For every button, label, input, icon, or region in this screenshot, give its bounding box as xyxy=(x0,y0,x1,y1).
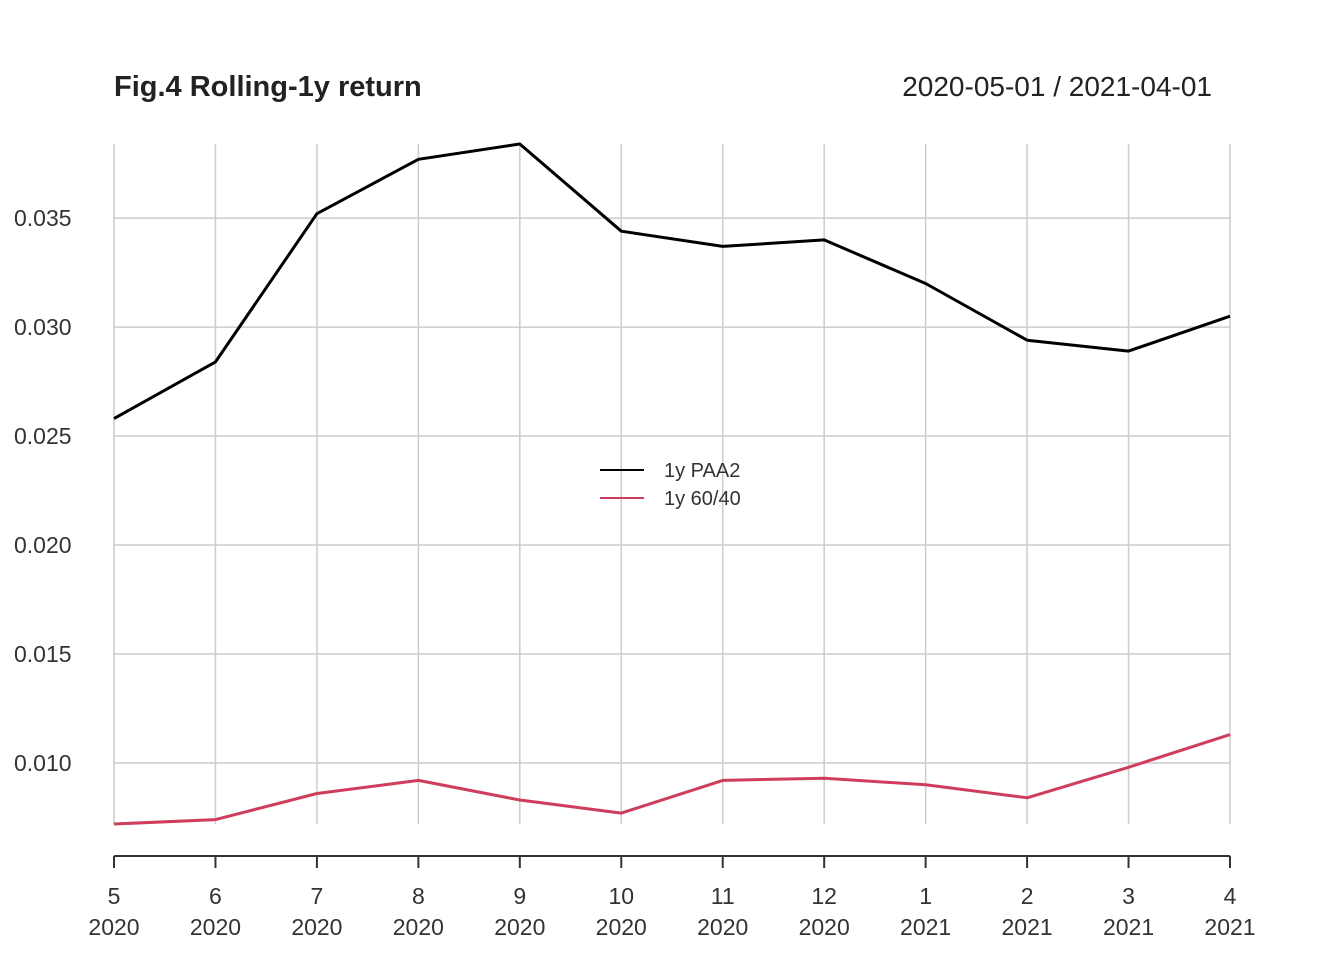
x-tick-label-month: 12 xyxy=(811,883,837,909)
x-tick-label-month: 9 xyxy=(513,883,526,909)
x-tick-label-month: 11 xyxy=(711,883,735,909)
x-tick-label-year: 2020 xyxy=(596,914,647,940)
x-tick-label-year: 2020 xyxy=(393,914,444,940)
x-tick-label-year: 2020 xyxy=(88,914,139,940)
x-tick-label-month: 10 xyxy=(608,883,634,909)
x-tick-label-month: 3 xyxy=(1122,883,1135,909)
x-tick-label-year: 2020 xyxy=(291,914,342,940)
chart-title: Fig.4 Rolling-1y return xyxy=(114,71,422,103)
x-tick-label-month: 4 xyxy=(1224,883,1237,909)
x-tick-label-month: 1 xyxy=(919,883,932,909)
x-tick-label-year: 2020 xyxy=(494,914,545,940)
y-tick-label: 0.035 xyxy=(14,205,72,231)
x-tick-label-year: 2020 xyxy=(697,914,748,940)
grid xyxy=(113,144,1231,824)
x-tick-label-month: 7 xyxy=(311,883,324,909)
x-tick-label-month: 6 xyxy=(209,883,222,909)
x-tick-label-month: 2 xyxy=(1021,883,1034,909)
y-axis: 0.010 0.015 0.020 0.025 0.030 0.035 xyxy=(14,205,72,776)
x-tick-label-month: 8 xyxy=(412,883,425,909)
x-tick-label-year: 2020 xyxy=(799,914,850,940)
y-tick-label: 0.010 xyxy=(14,750,72,776)
series-group xyxy=(113,142,1231,826)
x-tick-label-year: 2021 xyxy=(1204,914,1255,940)
legend: 1y PAA2 1y 60/40 xyxy=(600,460,741,510)
legend-label: 1y 60/40 xyxy=(664,488,741,510)
series-line-paa2 xyxy=(113,142,1231,420)
date-range: 2020-05-01 / 2021-04-01 xyxy=(902,71,1212,102)
y-tick-label: 0.030 xyxy=(14,314,72,340)
x-tick-label-year: 2021 xyxy=(1103,914,1154,940)
y-tick-label: 0.025 xyxy=(14,423,72,449)
y-tick-label: 0.015 xyxy=(14,641,72,667)
x-axis: 5202062020720208202092020102020112020122… xyxy=(88,855,1256,940)
y-tick-label: 0.020 xyxy=(14,532,72,558)
x-tick-label-month: 5 xyxy=(108,883,121,909)
x-tick-label-year: 2020 xyxy=(190,914,241,940)
series-line-60-40 xyxy=(113,733,1231,826)
x-tick-label-year: 2021 xyxy=(1002,914,1053,940)
legend-label: 1y PAA2 xyxy=(664,460,740,482)
x-tick-label-year: 2021 xyxy=(900,914,951,940)
